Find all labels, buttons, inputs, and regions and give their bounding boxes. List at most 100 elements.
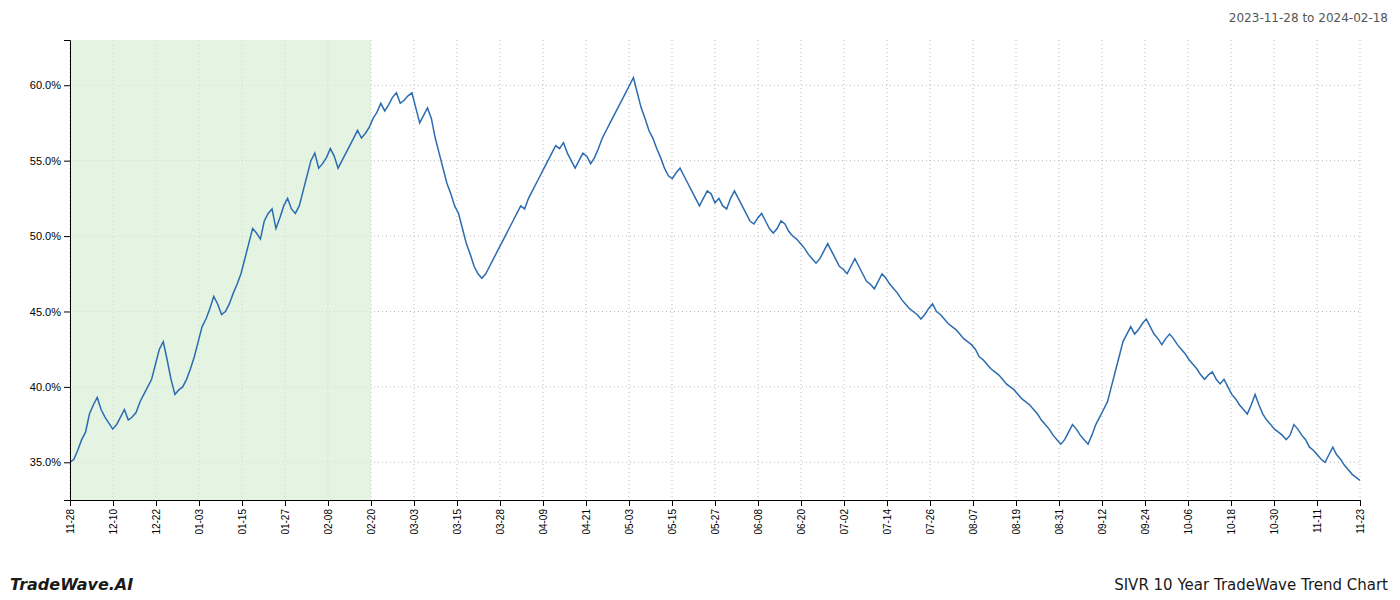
grid-line-x [1360,40,1361,500]
x-tick-mark [285,500,286,506]
x-tick: 04-21 [581,500,592,535]
x-tick-mark [973,500,974,506]
x-tick-mark [758,500,759,506]
x-tick: 05-15 [667,500,678,535]
x-tick-label: 05-03 [624,509,635,535]
x-tick-label: 10-06 [1183,509,1194,535]
grid-line-x [1016,40,1017,500]
x-tick: 03-28 [495,500,506,535]
x-tick-mark [1188,500,1189,506]
x-tick-mark [672,500,673,506]
x-tick-mark [543,500,544,506]
x-tick-label: 03-15 [452,509,463,535]
x-tick: 09-24 [1140,500,1151,535]
x-tick-mark [242,500,243,506]
grid-line-x [1231,40,1232,500]
grid-line-x [629,40,630,500]
y-tick: 60.0% [30,79,70,91]
y-tick-label: 40.0% [30,381,61,393]
grid-line-x [1145,40,1146,500]
x-tick-label: 07-26 [925,509,936,535]
x-tick: 09-12 [1097,500,1108,535]
y-tick-mark [64,462,70,463]
y-tick-mark [64,311,70,312]
x-tick-mark [156,500,157,506]
x-tick-mark [371,500,372,506]
x-tick-label: 07-02 [839,509,850,535]
x-tick-label: 08-31 [1054,509,1065,535]
x-tick: 08-07 [968,500,979,535]
y-tick: 50.0% [30,230,70,242]
x-axis-line [71,501,1361,507]
y-tick-mark [64,387,70,388]
y-tick: 45.0% [30,305,70,317]
x-tick-mark [844,500,845,506]
grid-line-x [1102,40,1103,500]
x-tick-label: 10-18 [1226,509,1237,535]
x-tick-label: 04-21 [581,509,592,535]
y-tick-label: 50.0% [30,230,61,242]
x-tick: 05-03 [624,500,635,535]
x-tick-mark [1016,500,1017,506]
x-tick-label: 06-20 [796,509,807,535]
x-tick-mark [715,500,716,506]
x-tick: 01-03 [194,500,205,535]
x-tick-mark [457,500,458,506]
x-tick: 08-31 [1054,500,1065,535]
x-tick-label: 08-19 [1011,509,1022,535]
x-tick-mark [930,500,931,506]
x-tick-label: 12-22 [151,509,162,535]
x-tick-label: 08-07 [968,509,979,535]
x-tick-label: 04-09 [538,509,549,535]
x-tick-mark [801,500,802,506]
x-tick: 01-15 [237,500,248,535]
x-tick-mark [1274,500,1275,506]
x-tick-label: 02-20 [366,509,377,535]
grid [70,40,1360,500]
x-tick-mark [414,500,415,506]
y-tick-label: 35.0% [30,456,61,468]
x-tick-label: 07-14 [882,509,893,535]
x-tick: 02-08 [323,500,334,535]
x-tick: 11-28 [65,500,76,534]
grid-line-x [930,40,931,500]
y-tick-mark [64,85,70,86]
x-tick: 07-14 [882,500,893,535]
x-tick-label: 03-03 [409,509,420,535]
grid-line-x [1274,40,1275,500]
y-tick: 55.0% [30,155,70,167]
x-tick-label: 02-08 [323,509,334,535]
x-tick: 05-27 [710,500,721,535]
x-tick-mark [1145,500,1146,506]
x-tick-label: 12-10 [108,509,119,535]
x-tick: 11-11 [1312,500,1323,533]
x-tick-label: 05-27 [710,509,721,535]
x-tick: 06-20 [796,500,807,535]
grid-line-x [543,40,544,500]
marks [70,40,1360,500]
x-tick: 07-26 [925,500,936,535]
grid-line-x [1188,40,1189,500]
y-tick-label: 45.0% [30,305,61,317]
x-tick-mark [328,500,329,506]
x-tick: 10-06 [1183,500,1194,535]
x-tick-label: 06-08 [753,509,764,535]
x-tick-mark [113,500,114,506]
x-tick-label: 11-28 [65,509,76,534]
x-tick-label: 01-27 [280,509,291,535]
y-tick: 35.0% [30,456,70,468]
grid-line-x [1317,40,1318,500]
x-axis: 11-28 12-10 12-22 01-03 01-15 01-27 02-08 02-20… [65,500,1366,535]
x-tick-mark [1317,500,1318,506]
x-tick: 04-09 [538,500,549,535]
x-tick: 08-19 [1011,500,1022,535]
x-tick-label: 09-24 [1140,509,1151,535]
x-tick: 11-23 [1355,500,1366,534]
grid-line-x [1059,40,1060,500]
grid-line-x [801,40,802,500]
y-tick-mark [64,236,70,237]
x-tick-mark [1059,500,1060,506]
x-tick: 07-02 [839,500,850,535]
x-tick-mark [629,500,630,506]
x-tick-mark [500,500,501,506]
